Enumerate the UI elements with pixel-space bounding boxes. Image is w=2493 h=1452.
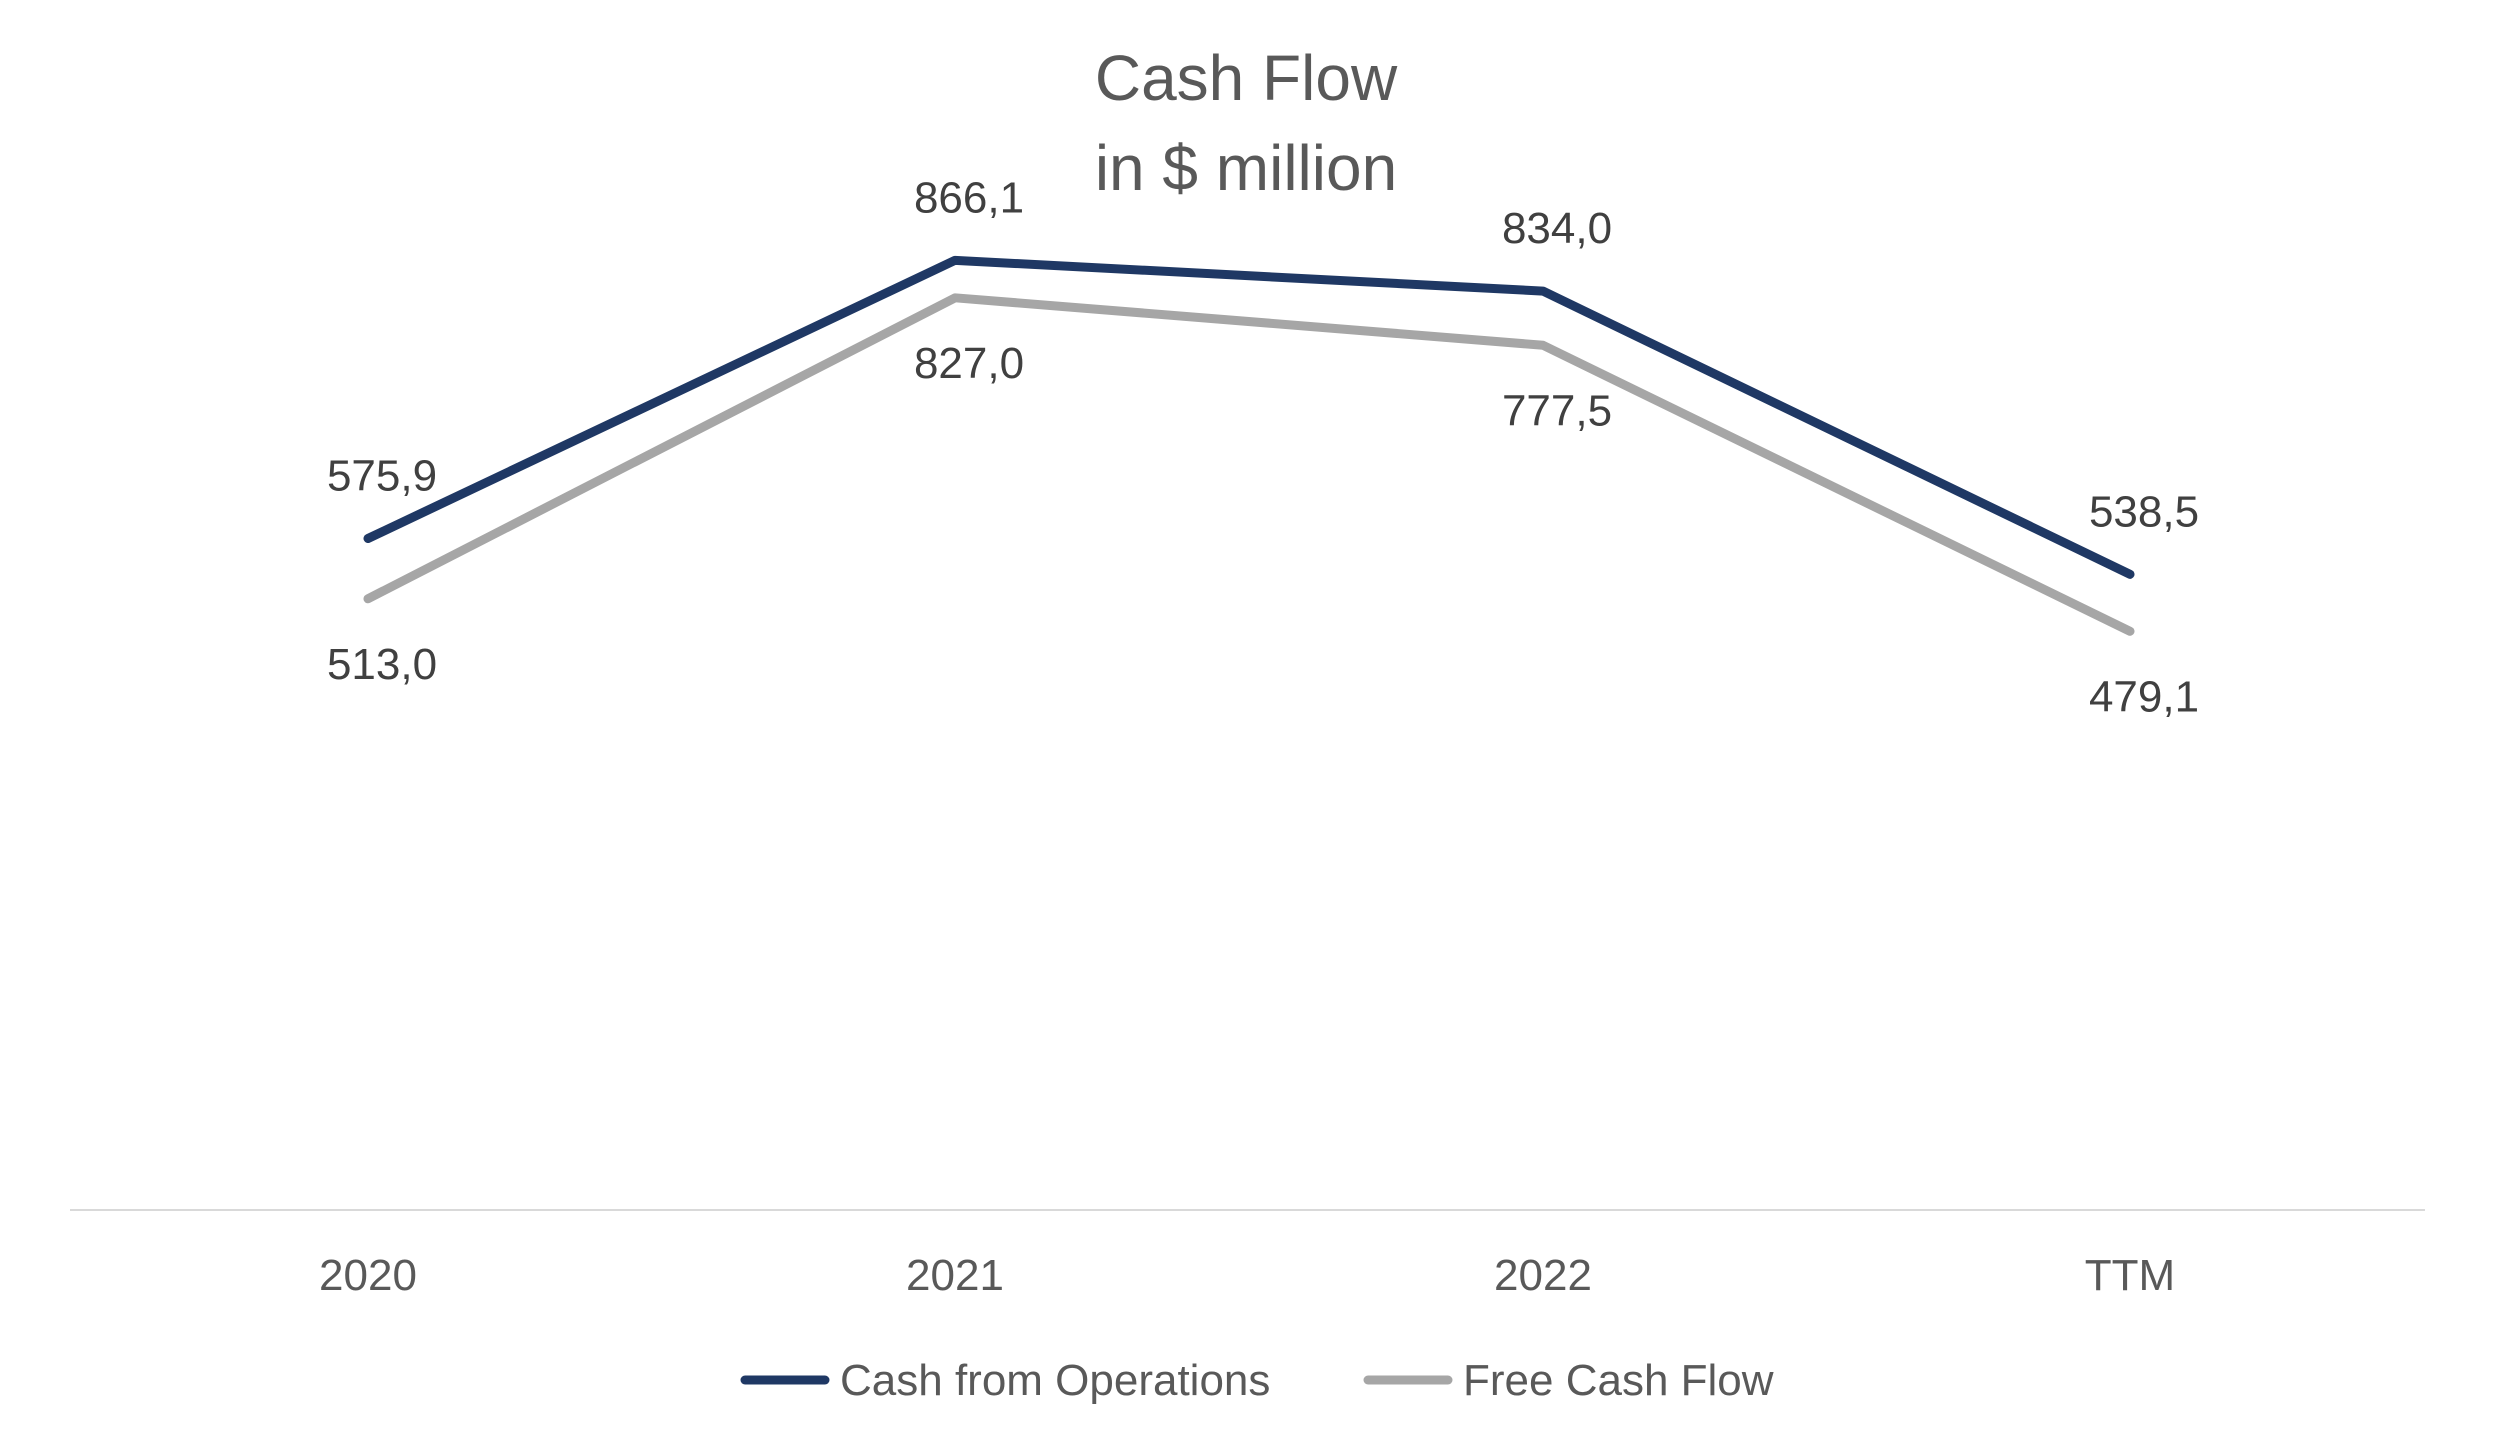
- data-label: 575,9: [327, 451, 437, 500]
- data-labels: 575,9 866,1 834,0 538,5 513,0 827,0 777,5 479,1: [327, 173, 2199, 721]
- x-tick-label: 2022: [1494, 1251, 1592, 1300]
- series-line-2: [363, 293, 2135, 636]
- data-label: 777,5: [1502, 386, 1612, 435]
- data-label: 827,0: [914, 339, 1024, 388]
- data-label: 513,0: [327, 640, 437, 689]
- legend-label: Cash from Operations: [840, 1356, 1270, 1405]
- x-tick-label: 2021: [906, 1251, 1004, 1300]
- data-label: 866,1: [914, 173, 1024, 222]
- x-tick-labels: 2020 2021 2022 TTM: [319, 1251, 2175, 1300]
- legend: Cash from Operations Free Cash Flow: [740, 1356, 1774, 1405]
- chart-title: Cash Flow: [1095, 42, 1398, 114]
- data-label: 834,0: [1502, 204, 1612, 253]
- x-tick-label: TTM: [2085, 1251, 2175, 1300]
- data-label: 538,5: [2089, 487, 2199, 536]
- legend-item-1: Cash from Operations: [740, 1356, 1270, 1405]
- data-label: 479,1: [2089, 672, 2199, 721]
- x-tick-label: 2020: [319, 1251, 417, 1300]
- chart-subtitle: in $ million: [1095, 132, 1397, 204]
- legend-label: Free Cash Flow: [1463, 1356, 1774, 1405]
- series-lines: [363, 255, 2135, 636]
- legend-item-2: Free Cash Flow: [1363, 1356, 1774, 1405]
- series-line-1: [363, 255, 2135, 579]
